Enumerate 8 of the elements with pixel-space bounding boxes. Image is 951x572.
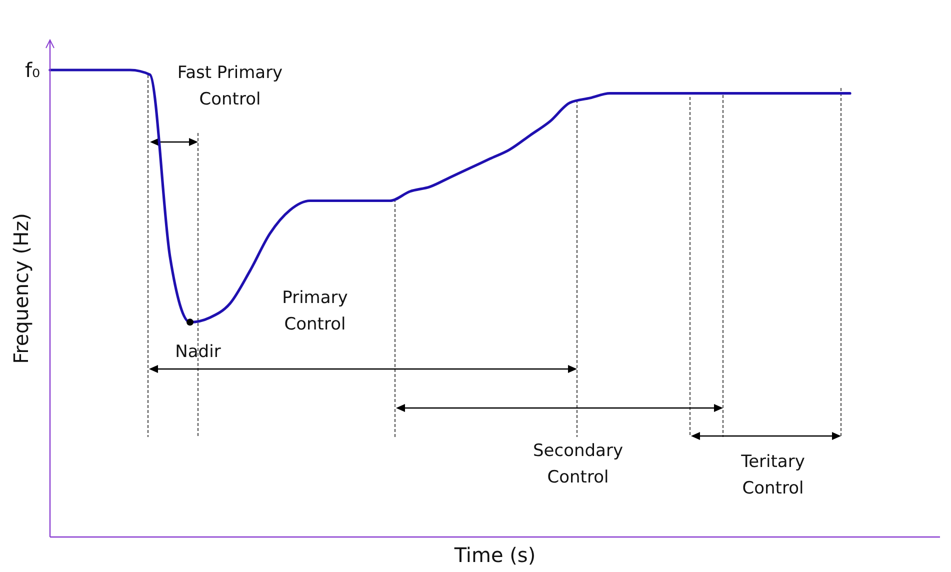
annotation: Secondary Control xyxy=(532,441,624,488)
annotation: Nadir xyxy=(175,342,221,362)
annotation: Primary Control xyxy=(282,288,348,334)
annotation: f₀ xyxy=(24,58,40,82)
x-axis-title: Time (s) xyxy=(453,543,536,567)
annotation: Fast Primary Control xyxy=(177,63,283,110)
annotation: Teritary Control xyxy=(740,452,805,498)
y-axis-title: Frequency (Hz) xyxy=(9,213,33,364)
